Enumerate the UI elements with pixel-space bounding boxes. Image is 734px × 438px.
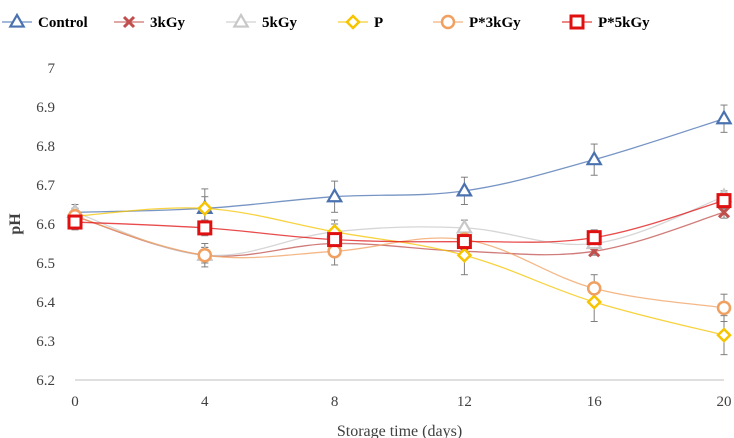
series-p-x-5kgy — [71, 192, 728, 250]
data-point-p-x-3kgy — [716, 300, 732, 316]
data-point-control — [715, 109, 733, 125]
series-p — [71, 196, 728, 356]
legend-label-p-x-5kgy: P*5kGy — [598, 15, 650, 31]
series-3kgy — [71, 205, 728, 264]
legend-label-control: Control — [38, 15, 88, 31]
x-axis-title: Storage time (days) — [337, 423, 462, 438]
data-point-p — [716, 327, 732, 343]
y-tick-label: 6.9 — [36, 100, 55, 116]
legend-item-p: P — [338, 14, 383, 31]
legend-marker-3kgy — [122, 15, 136, 29]
series-control — [71, 104, 728, 229]
legend-label-p: P — [374, 15, 383, 31]
data-point-3kgy — [717, 206, 731, 219]
y-tick-label: 6.8 — [36, 139, 55, 155]
data-point-p-x-5kgy — [197, 220, 213, 236]
series-layer — [66, 104, 733, 356]
markers-p-x-5kgy — [67, 193, 732, 250]
y-tick-label: 6.4 — [36, 295, 55, 311]
legend-label-5kgy: 5kGy — [262, 15, 298, 31]
series-line-control — [74, 118, 725, 213]
y-axis-title: pH — [7, 213, 24, 235]
y-tick-label: 6.3 — [36, 334, 55, 350]
data-point-control — [585, 150, 603, 166]
legend-item-control: Control — [2, 12, 88, 31]
y-tick-label: 6.7 — [36, 178, 55, 194]
x-tick-label: 16 — [587, 394, 603, 410]
legend-marker-p-x-3kgy — [440, 14, 456, 30]
legend-item-p-x-5kgy: P*5kGy — [562, 14, 650, 31]
data-point-p — [586, 294, 602, 310]
markers-control — [66, 109, 733, 218]
series-line-p-x-5kgy — [74, 199, 725, 243]
data-point-p — [456, 247, 473, 263]
legend: Control 3kGy 5kGy P P*3kGy P*5kGy — [2, 12, 650, 31]
y-tick-label: 6.2 — [36, 373, 55, 389]
data-point-p-x-5kgy — [327, 232, 343, 248]
x-tick-label: 8 — [331, 394, 339, 410]
series-5kgy — [71, 190, 728, 264]
x-tick-label: 4 — [201, 394, 209, 410]
legend-marker-p — [345, 14, 361, 30]
x-tick-label: 0 — [71, 394, 79, 410]
legend-item-5kgy: 5kGy — [226, 12, 298, 31]
legend-item-p-x-3kgy: P*3kGy — [433, 14, 521, 31]
legend-label-3kgy: 3kGy — [150, 15, 186, 31]
markers-3kgy — [68, 206, 731, 262]
data-point-p-x-5kgy — [716, 193, 732, 209]
y-tick-label: 6.5 — [36, 256, 55, 272]
y-axis: 6.2 6.3 6.4 6.5 6.6 6.7 6.8 6.9 7 — [36, 61, 55, 389]
markers-5kgy — [66, 187, 733, 261]
x-tick-label: 20 — [717, 394, 732, 410]
data-point-control — [455, 181, 473, 197]
data-point-p — [197, 200, 213, 217]
legend-label-p-x-3kgy: P*3kGy — [469, 15, 521, 31]
data-point-p-x-5kgy — [456, 234, 472, 250]
data-point-p-x-5kgy — [67, 214, 83, 230]
y-tick-label: 7 — [48, 61, 56, 77]
data-point-p-x-3kgy — [197, 247, 213, 263]
x-tick-label: 12 — [457, 394, 472, 410]
legend-marker-5kgy — [232, 12, 250, 28]
data-point-p-x-5kgy — [586, 230, 602, 246]
legend-item-3kgy: 3kGy — [114, 15, 186, 31]
data-point-5kgy — [455, 218, 473, 234]
legend-marker-control — [8, 12, 26, 28]
legend-marker-p-x-5kgy — [569, 14, 585, 30]
data-point-p-x-3kgy — [586, 281, 602, 296]
y-tick-label: 6.6 — [36, 217, 55, 233]
x-axis: 0 4 8 12 16 20 — [71, 379, 732, 410]
data-point-control — [326, 187, 344, 203]
markers-p — [67, 200, 732, 343]
